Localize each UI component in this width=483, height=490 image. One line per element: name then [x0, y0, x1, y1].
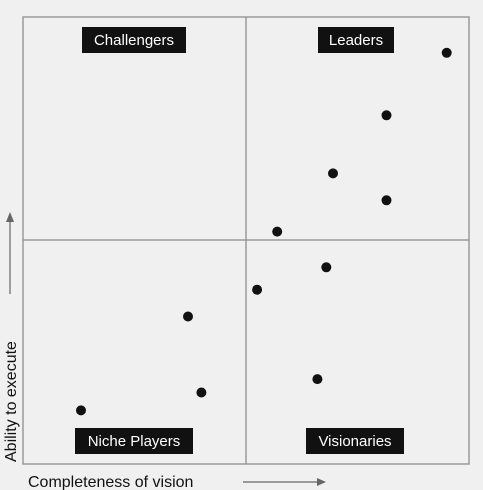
- data-point-10: [196, 387, 207, 398]
- data-point-5: [272, 226, 283, 237]
- data-point-2: [381, 110, 392, 121]
- leaders-label-bg: [318, 27, 394, 53]
- data-point-6: [321, 262, 332, 273]
- data-point-3: [328, 168, 338, 179]
- niche-players-label-bg: [75, 428, 193, 454]
- visionaries-label: Visionaries: [318, 433, 391, 450]
- data-point-8: [183, 311, 193, 322]
- data-point-9: [312, 374, 323, 385]
- data-point-4: [381, 195, 392, 206]
- visionaries-label-bg: [306, 428, 404, 454]
- data-point-7: [252, 284, 263, 295]
- data-point-11: [76, 405, 86, 416]
- leaders-label: Leaders: [329, 32, 383, 49]
- data-points: [76, 47, 452, 416]
- y-axis-arrowhead-icon: [6, 212, 14, 222]
- y-axis-label: Ability to execute: [3, 341, 20, 462]
- data-point-1: [441, 47, 452, 58]
- x-axis-label: Completeness of vision: [28, 474, 193, 490]
- niche-players-label: Niche Players: [88, 433, 181, 450]
- challengers-label: Challengers: [94, 32, 174, 49]
- challengers-label-bg: [82, 27, 186, 53]
- x-axis-arrowhead-icon: [317, 478, 326, 486]
